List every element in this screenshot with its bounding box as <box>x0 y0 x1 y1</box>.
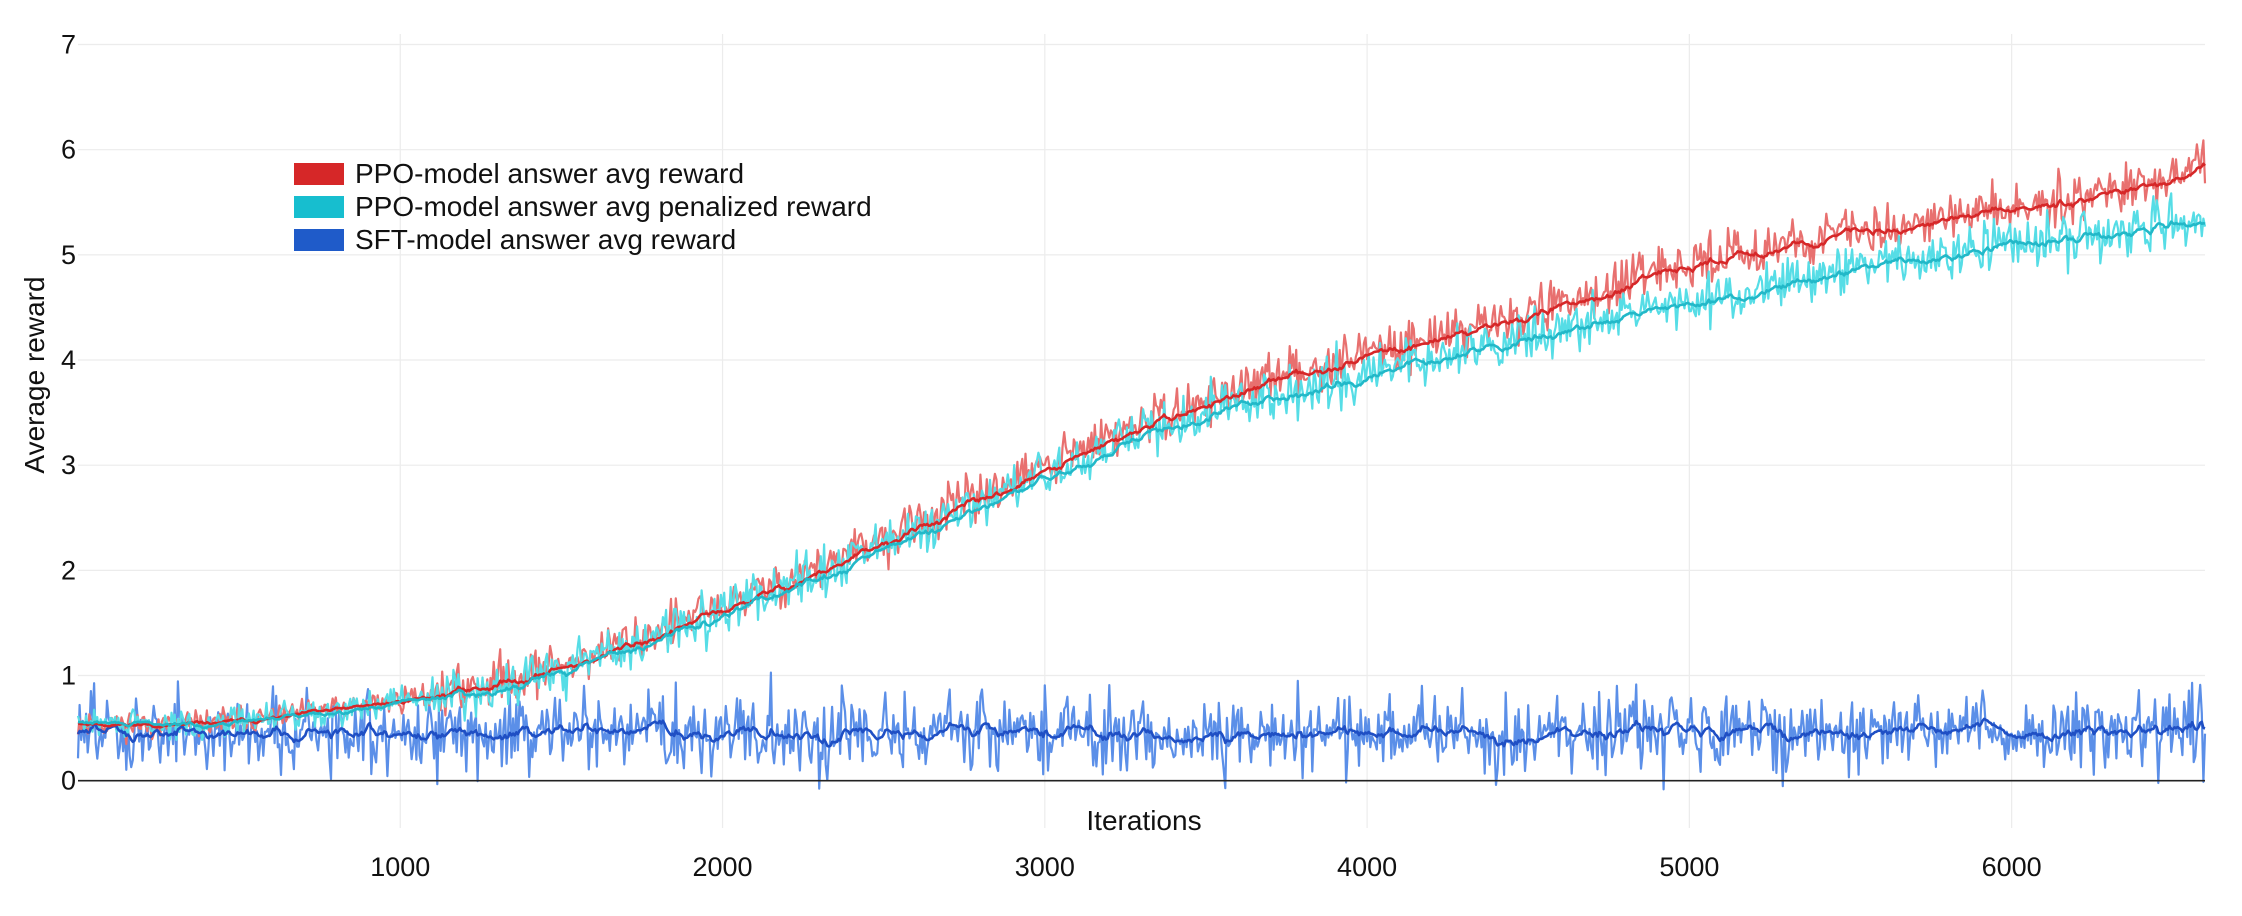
y-tick-label-5: 5 <box>61 240 76 270</box>
x-tick-label-3000: 3000 <box>1015 852 1075 882</box>
x-tick-label-4000: 4000 <box>1337 852 1397 882</box>
x-tick-label-6000: 6000 <box>1982 852 2042 882</box>
series-1-smoothed-line <box>78 220 2206 730</box>
legend-label-2: SFT-model answer avg reward <box>355 224 736 255</box>
y-tick-label-2: 2 <box>61 555 76 585</box>
y-tick-label-3: 3 <box>61 450 76 480</box>
y-tick-label-1: 1 <box>61 661 76 691</box>
x-tick-label-1000: 1000 <box>370 852 430 882</box>
x-tick-label-2000: 2000 <box>693 852 753 882</box>
legend-label-1: PPO-model answer avg penalized reward <box>355 191 872 222</box>
series-2-smoothed-line <box>76 717 2206 748</box>
tick-labels: 0 1 2 3 4 5 6 7 1000 2000 3000 4000 5000 6000 <box>61 30 2042 882</box>
legend-swatch-2 <box>294 229 344 251</box>
legend-swatch-1 <box>294 196 344 218</box>
legend-swatch-0 <box>294 163 344 185</box>
smoothed-series-layer <box>76 162 2206 748</box>
series-1-raw-line <box>76 192 2207 742</box>
series-0-raw-line <box>76 139 2207 746</box>
series-2-raw-line <box>76 671 2207 791</box>
y-tick-label-7: 7 <box>61 30 76 60</box>
y-tick-label-0: 0 <box>61 766 76 796</box>
y-tick-label-4: 4 <box>61 345 76 375</box>
grid-layer <box>78 34 2205 828</box>
y-tick-label-6: 6 <box>61 135 76 165</box>
legend-label-0: PPO-model answer avg reward <box>355 158 744 189</box>
y-axis-title: Average reward <box>19 276 50 473</box>
x-axis-title: Iterations <box>1086 805 1201 836</box>
x-tick-label-5000: 5000 <box>1659 852 1719 882</box>
